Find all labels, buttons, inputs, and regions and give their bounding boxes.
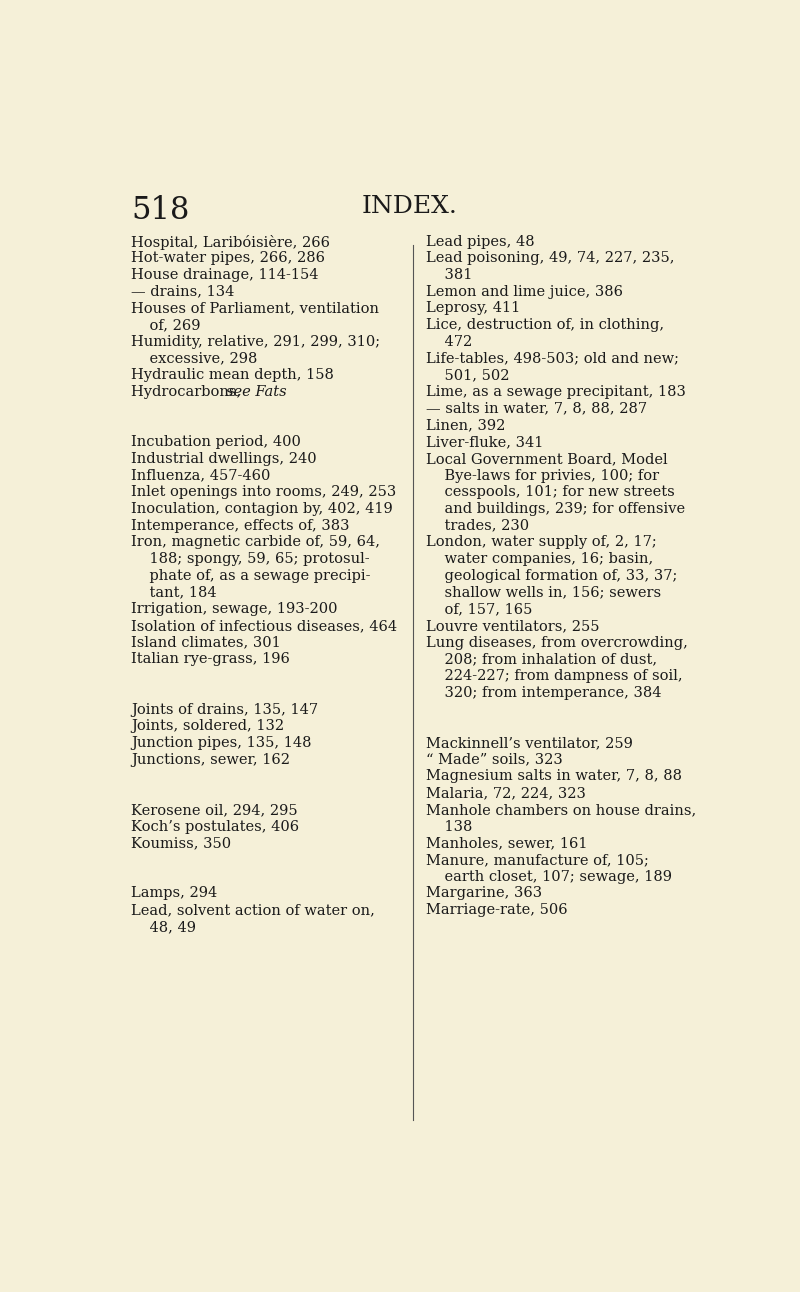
Text: Lead pipes, 48: Lead pipes, 48 [426, 235, 534, 248]
Text: Marriage-rate, 506: Marriage-rate, 506 [426, 903, 567, 917]
Text: Linen, 392: Linen, 392 [426, 419, 505, 433]
Text: Italian rye-grass, 196: Italian rye-grass, 196 [131, 652, 290, 667]
Text: Lice, destruction of, in clothing,: Lice, destruction of, in clothing, [426, 318, 664, 332]
Text: 138: 138 [426, 819, 472, 833]
Text: Manure, manufacture of, 105;: Manure, manufacture of, 105; [426, 853, 648, 867]
Text: of, 157, 165: of, 157, 165 [426, 602, 532, 616]
Text: 224-227; from dampness of soil,: 224-227; from dampness of soil, [426, 669, 682, 683]
Text: “ Made” soils, 323: “ Made” soils, 323 [426, 753, 562, 766]
Text: Bye-laws for privies, 100; for: Bye-laws for privies, 100; for [426, 469, 658, 483]
Text: Isolation of infectious diseases, 464: Isolation of infectious diseases, 464 [131, 619, 397, 633]
Text: Island climates, 301: Island climates, 301 [131, 636, 281, 650]
Text: geological formation of, 33, 37;: geological formation of, 33, 37; [426, 568, 677, 583]
Text: Manholes, sewer, 161: Manholes, sewer, 161 [426, 836, 587, 850]
Text: Manhole chambers on house drains,: Manhole chambers on house drains, [426, 802, 696, 817]
Text: Joints, soldered, 132: Joints, soldered, 132 [131, 720, 284, 734]
Text: and buildings, 239; for offensive: and buildings, 239; for offensive [426, 503, 685, 516]
Text: Intemperance, effects of, 383: Intemperance, effects of, 383 [131, 519, 350, 532]
Text: water companies, 16; basin,: water companies, 16; basin, [426, 552, 653, 566]
Text: Lead, solvent action of water on,: Lead, solvent action of water on, [131, 903, 375, 917]
Text: earth closet, 107; sewage, 189: earth closet, 107; sewage, 189 [426, 870, 671, 884]
Text: of, 269: of, 269 [131, 318, 201, 332]
Text: Incubation period, 400: Incubation period, 400 [131, 435, 301, 450]
Text: 208; from inhalation of dust,: 208; from inhalation of dust, [426, 652, 657, 667]
Text: Hydrocarbons,: Hydrocarbons, [131, 385, 246, 399]
Text: Industrial dwellings, 240: Industrial dwellings, 240 [131, 452, 317, 466]
Text: Magnesium salts in water, 7, 8, 88: Magnesium salts in water, 7, 8, 88 [426, 770, 682, 783]
Text: Hospital, Laribóisière, 266: Hospital, Laribóisière, 266 [131, 235, 330, 249]
Text: Hydraulic mean depth, 158: Hydraulic mean depth, 158 [131, 368, 334, 382]
Text: cesspools, 101; for new streets: cesspools, 101; for new streets [426, 486, 674, 499]
Text: Kerosene oil, 294, 295: Kerosene oil, 294, 295 [131, 802, 298, 817]
Text: Inlet openings into rooms, 249, 253: Inlet openings into rooms, 249, 253 [131, 486, 396, 499]
Text: Lemon and lime juice, 386: Lemon and lime juice, 386 [426, 284, 622, 298]
Text: 518: 518 [131, 195, 190, 226]
Text: Malaria, 72, 224, 323: Malaria, 72, 224, 323 [426, 786, 586, 800]
Text: Local Government Board, Model: Local Government Board, Model [426, 452, 667, 466]
Text: Hot-water pipes, 266, 286: Hot-water pipes, 266, 286 [131, 252, 325, 265]
Text: Houses of Parliament, ventilation: Houses of Parliament, ventilation [131, 301, 379, 315]
Text: Humidity, relative, 291, 299, 310;: Humidity, relative, 291, 299, 310; [131, 335, 380, 349]
Text: tant, 184: tant, 184 [131, 585, 217, 599]
Text: see Fats: see Fats [226, 385, 286, 399]
Text: Mackinnell’s ventilator, 259: Mackinnell’s ventilator, 259 [426, 736, 632, 751]
Text: House drainage, 114-154: House drainage, 114-154 [131, 267, 318, 282]
Text: Lamps, 294: Lamps, 294 [131, 886, 218, 901]
Text: trades, 230: trades, 230 [426, 519, 529, 532]
Text: shallow wells in, 156; sewers: shallow wells in, 156; sewers [426, 585, 661, 599]
Text: 48, 49: 48, 49 [131, 920, 196, 934]
Text: Margarine, 363: Margarine, 363 [426, 886, 542, 901]
Text: — drains, 134: — drains, 134 [131, 284, 234, 298]
Text: Koumiss, 350: Koumiss, 350 [131, 836, 231, 850]
Text: Liver-fluke, 341: Liver-fluke, 341 [426, 435, 543, 450]
Text: Inoculation, contagion by, 402, 419: Inoculation, contagion by, 402, 419 [131, 503, 393, 516]
Text: Koch’s postulates, 406: Koch’s postulates, 406 [131, 819, 299, 833]
Text: Lung diseases, from overcrowding,: Lung diseases, from overcrowding, [426, 636, 687, 650]
Text: London, water supply of, 2, 17;: London, water supply of, 2, 17; [426, 535, 656, 549]
Text: 501, 502: 501, 502 [426, 368, 509, 382]
Text: Joints of drains, 135, 147: Joints of drains, 135, 147 [131, 703, 318, 717]
Text: 381: 381 [426, 267, 472, 282]
Text: Junctions, sewer, 162: Junctions, sewer, 162 [131, 753, 290, 766]
Text: 320; from intemperance, 384: 320; from intemperance, 384 [426, 686, 661, 700]
Text: Iron, magnetic carbide of, 59, 64,: Iron, magnetic carbide of, 59, 64, [131, 535, 380, 549]
Text: Life-tables, 498-503; old and new;: Life-tables, 498-503; old and new; [426, 351, 678, 366]
Text: Louvre ventilators, 255: Louvre ventilators, 255 [426, 619, 599, 633]
Text: INDEX.: INDEX. [362, 195, 458, 218]
Text: Lead poisoning, 49, 74, 227, 235,: Lead poisoning, 49, 74, 227, 235, [426, 252, 674, 265]
Text: excessive, 298: excessive, 298 [131, 351, 258, 366]
Text: Lime, as a sewage precipitant, 183: Lime, as a sewage precipitant, 183 [426, 385, 686, 399]
Text: Irrigation, sewage, 193-200: Irrigation, sewage, 193-200 [131, 602, 338, 616]
Text: phate of, as a sewage precipi-: phate of, as a sewage precipi- [131, 568, 370, 583]
Text: — salts in water, 7, 8, 88, 287: — salts in water, 7, 8, 88, 287 [426, 402, 646, 416]
Text: Influenza, 457-460: Influenza, 457-460 [131, 469, 270, 483]
Text: Leprosy, 411: Leprosy, 411 [426, 301, 520, 315]
Text: 472: 472 [426, 335, 472, 349]
Text: Junction pipes, 135, 148: Junction pipes, 135, 148 [131, 736, 311, 751]
Text: 188; spongy, 59, 65; protosul-: 188; spongy, 59, 65; protosul- [131, 552, 370, 566]
